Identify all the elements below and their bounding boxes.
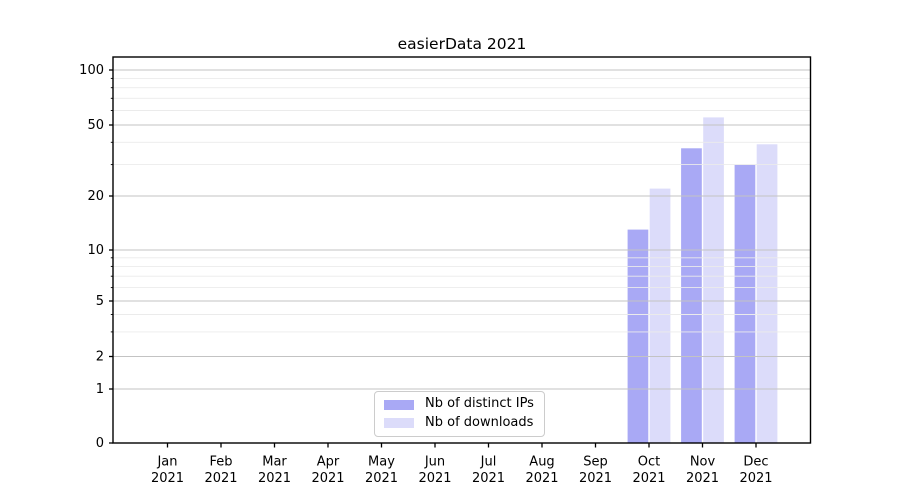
bar-nb-of-distinct-ips-oct: [627, 229, 649, 443]
x-tick-label-month: Dec: [743, 455, 768, 470]
x-tick-label-month: Jun: [424, 455, 445, 470]
bar-nb-of-distinct-ips-nov: [681, 148, 702, 444]
legend-swatch-icon: [384, 418, 414, 429]
y-tick-label: 100: [79, 63, 104, 78]
y-tick-label: 0: [96, 436, 104, 451]
y-tick-label: 2: [96, 350, 104, 365]
legend-swatch-icon: [384, 399, 414, 410]
x-tick-label-month: Mar: [262, 455, 287, 470]
legend-entry: Nb of distinct IPs: [384, 396, 535, 412]
bar-nb-of-downloads-oct: [649, 188, 671, 443]
x-tick-label-month: Nov: [690, 455, 716, 470]
x-tick-label-year: 2021: [365, 471, 398, 486]
x-tick-label-month: May: [368, 455, 395, 470]
y-tick-label: 5: [96, 294, 104, 309]
legend-entry: Nb of downloads: [384, 415, 535, 431]
x-tick-label-year: 2021: [311, 471, 344, 486]
x-tick-label-month: Jul: [480, 455, 497, 470]
legend-label: Nb of downloads: [425, 415, 534, 430]
x-tick-label-month: Feb: [209, 455, 232, 470]
bar-nb-of-downloads-dec: [756, 144, 778, 444]
y-tick-label: 10: [87, 243, 104, 258]
x-tick-label-year: 2021: [632, 471, 665, 486]
y-tick-label: 50: [87, 118, 104, 133]
chart-legend: Nb of distinct IPs Nb of downloads: [374, 391, 545, 437]
x-tick-label-year: 2021: [686, 471, 719, 486]
x-tick-label-month: Oct: [638, 455, 660, 470]
bar-nb-of-distinct-ips-dec: [734, 164, 756, 443]
x-tick-label-year: 2021: [739, 471, 772, 486]
x-tick-label-year: 2021: [472, 471, 505, 486]
x-tick-label-year: 2021: [258, 471, 291, 486]
x-tick-label-month: Jan: [156, 455, 177, 470]
x-tick-label-year: 2021: [525, 471, 558, 486]
x-tick-label-month: Apr: [317, 455, 340, 470]
x-tick-label-year: 2021: [418, 471, 451, 486]
x-tick-label-month: Aug: [529, 455, 554, 470]
x-tick-label-year: 2021: [204, 471, 237, 486]
x-tick-label-year: 2021: [579, 471, 612, 486]
x-tick-label-year: 2021: [151, 471, 184, 486]
y-tick-label: 1: [96, 382, 104, 397]
chart-title: easierData 2021: [397, 35, 527, 53]
y-tick-label: 20: [87, 189, 104, 204]
legend-label: Nb of distinct IPs: [425, 396, 534, 412]
x-tick-label-month: Sep: [583, 455, 608, 470]
bar-nb-of-downloads-nov: [703, 117, 724, 444]
